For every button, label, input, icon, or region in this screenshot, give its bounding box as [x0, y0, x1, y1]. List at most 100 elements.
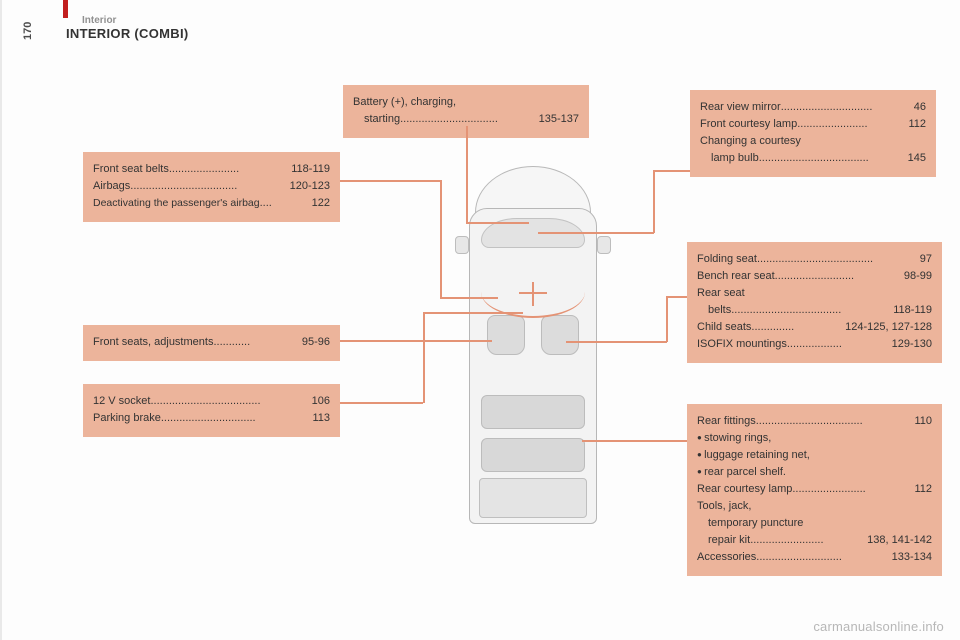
dash-accent-h — [519, 292, 547, 294]
page-ref: 46 — [912, 99, 926, 116]
text: Changing a courtesy — [700, 133, 801, 150]
bench-seat-2 — [481, 438, 585, 472]
page-ref: 135-137 — [537, 111, 579, 128]
leader-dots: ............................... — [161, 410, 311, 427]
connector — [666, 296, 687, 298]
text: ISOFIX mountings — [697, 336, 787, 353]
text: Battery (+), charging, — [353, 94, 456, 111]
text: Tools, jack, — [697, 498, 751, 515]
text: Child seats — [697, 319, 751, 336]
leader-dots: .......................... — [775, 268, 902, 285]
page-ref: 118-119 — [891, 302, 932, 319]
leader-dots: .............. — [751, 319, 843, 336]
leader-dots: ............ — [213, 334, 299, 351]
page-ref: 106 — [310, 393, 330, 410]
connector — [440, 297, 498, 299]
vehicle-body — [469, 208, 597, 524]
page-number: 170 — [22, 22, 34, 40]
leader-dots: .................................... — [150, 393, 309, 410]
section-label: Interior — [82, 15, 116, 26]
page-ref: 112 — [906, 116, 926, 133]
leader-dots: ........................ — [750, 532, 865, 549]
front-seat-left — [487, 315, 525, 355]
rear-deck — [479, 478, 587, 518]
connector — [538, 232, 654, 234]
connector — [423, 312, 523, 314]
text: belts — [697, 302, 731, 319]
bench-seat-1 — [481, 395, 585, 429]
text: Airbags — [93, 178, 130, 195]
page-ref: 118-119 — [289, 161, 330, 178]
callout-socket: 12 V socket ............................… — [83, 384, 340, 437]
connector — [423, 312, 425, 403]
page-ref: 138, 141-142 — [865, 532, 932, 549]
page-left-edge — [0, 0, 2, 640]
text: Bench rear seat — [697, 268, 775, 285]
page-ref: 112 — [912, 481, 932, 498]
leader-dots: ........................ — [792, 481, 912, 498]
page-ref: 122 — [310, 195, 330, 212]
page-ref: 145 — [906, 150, 926, 167]
leader-dots: .............................. — [781, 99, 912, 116]
bullet-item: stowing rings, — [697, 430, 771, 447]
connector — [466, 126, 468, 223]
callout-front-seats: Front seats, adjustments ............95-… — [83, 325, 340, 361]
connector — [653, 170, 690, 172]
leader-dots: .................. — [787, 336, 890, 353]
connector — [340, 180, 440, 182]
page-title: INTERIOR (COMBI) — [66, 26, 189, 41]
text: Front seats, adjustments — [93, 334, 213, 351]
page-ref: 129-130 — [890, 336, 932, 353]
bullet-item: luggage retaining net, — [697, 447, 810, 464]
text: 12 V socket — [93, 393, 150, 410]
connector — [340, 340, 492, 342]
page-ref: 133-134 — [890, 549, 932, 566]
front-seat-right — [541, 315, 579, 355]
text: Rear fittings — [697, 413, 756, 430]
text: Accessories — [697, 549, 756, 566]
text: Front courtesy lamp — [700, 116, 797, 133]
leader-dots: ................................ — [400, 111, 537, 128]
callout-rear-fittings: Rear fittings ..........................… — [687, 404, 942, 576]
page-ref: 97 — [918, 251, 932, 268]
text: lamp bulb — [700, 150, 759, 167]
text: Rear seat — [697, 285, 745, 302]
mirror-left-icon — [455, 236, 469, 254]
leader-dots: .................................... — [759, 150, 906, 167]
page-header: Interior — [0, 8, 960, 24]
connector — [466, 222, 529, 224]
header-red-tab — [63, 0, 68, 18]
leader-dots: .................................... — [731, 302, 891, 319]
page-ref: 110 — [912, 413, 932, 430]
leader-dots: ................................... — [130, 178, 287, 195]
leader-dots: ............................ — [756, 549, 889, 566]
connector — [440, 180, 442, 298]
page-ref: 113 — [310, 410, 330, 427]
text: Front seat belts — [93, 161, 169, 178]
connector — [340, 402, 423, 404]
text: temporary puncture — [697, 515, 803, 532]
connector — [666, 296, 668, 342]
dash-accent-v — [532, 282, 534, 306]
page-ref: 95-96 — [300, 334, 330, 351]
callout-rear-view: Rear view mirror .......................… — [690, 90, 936, 177]
bullet-item: rear parcel shelf. — [697, 464, 786, 481]
text: Deactivating the passenger's airbag — [93, 195, 260, 212]
text: Rear courtesy lamp — [697, 481, 792, 498]
connector — [566, 341, 667, 343]
connector — [582, 440, 687, 442]
text: Parking brake — [93, 410, 161, 427]
callout-folding-seat: Folding seat ...........................… — [687, 242, 942, 363]
text: Folding seat — [697, 251, 757, 268]
watermark: carmanualsonline.info — [813, 619, 944, 634]
leader-dots: ....................... — [169, 161, 289, 178]
connector — [653, 170, 655, 233]
page-ref: 124-125, 127-128 — [843, 319, 932, 336]
leader-dots: ...................................... — [757, 251, 918, 268]
leader-dots: .... — [260, 195, 310, 212]
leader-dots: ....................... — [797, 116, 906, 133]
page-ref: 98-99 — [902, 268, 932, 285]
text: starting — [353, 111, 400, 128]
page-ref: 120-123 — [288, 178, 330, 195]
mirror-right-icon — [597, 236, 611, 254]
